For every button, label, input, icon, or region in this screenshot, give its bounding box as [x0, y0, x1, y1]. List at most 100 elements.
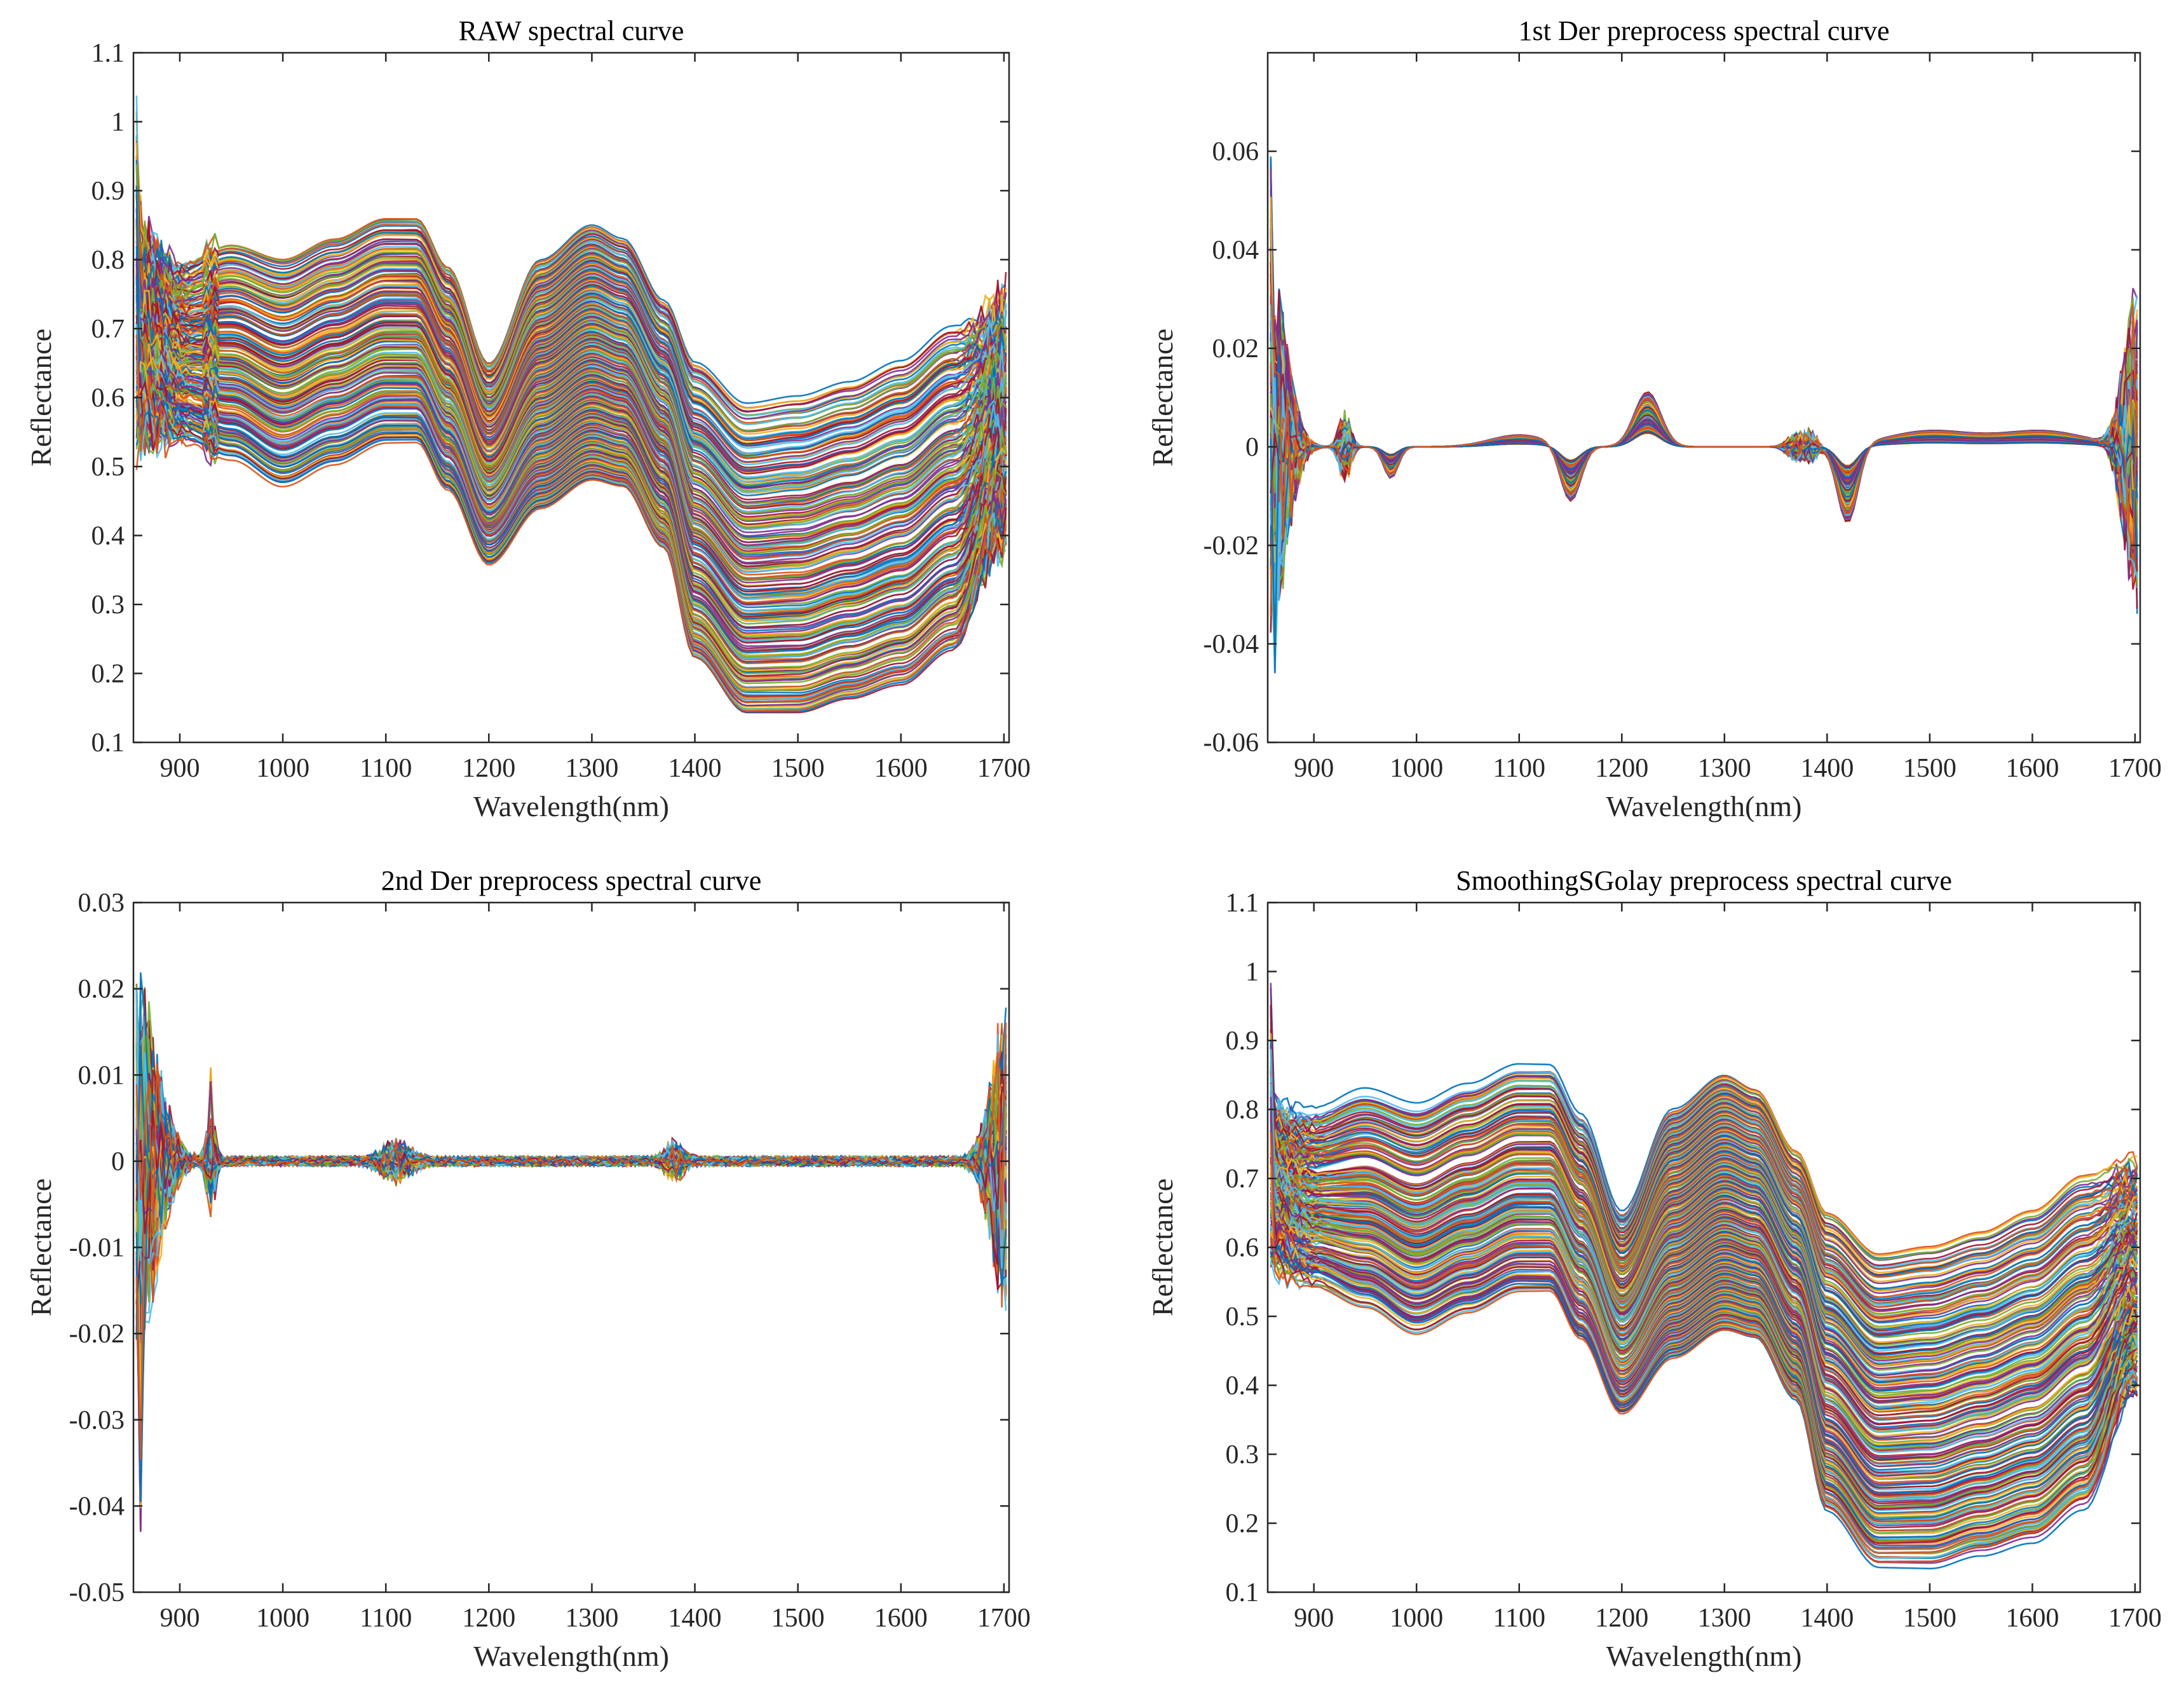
x-tick-label: 1500 [771, 1604, 825, 1633]
chart-panel-3: 900 1000 1100 1200 1300 1400 1500 1600 1700 -0.05… [25, 865, 1031, 1672]
x-tick-label: 1500 [1903, 754, 1957, 783]
x-tick-label: 1600 [874, 1604, 928, 1633]
x-tick-label: 1600 [2005, 1604, 2059, 1633]
x-tick-label: 1300 [1698, 754, 1751, 783]
y-tick-label: -0.06 [1204, 728, 1259, 758]
series-line-27 [135, 246, 1007, 449]
series-line-30 [135, 235, 1007, 454]
x-tick-label: 1300 [565, 1604, 618, 1633]
y-tick-label: 1 [111, 108, 125, 137]
y-tick-label: 0.9 [1226, 1027, 1259, 1056]
y-tick-label: 0.4 [1226, 1372, 1259, 1401]
x-tick-label: 900 [159, 1604, 200, 1633]
x-tick-label: 1200 [1595, 1604, 1648, 1633]
chart-title: 1st Der preprocess spectral curve [1519, 15, 1890, 46]
y-axis-label: Reflectance [25, 329, 57, 467]
series-line-240 [1270, 1131, 2138, 1564]
series-line-23 [136, 243, 1007, 442]
y-tick-label: 0.8 [92, 246, 125, 275]
series-line-17 [135, 120, 1007, 435]
y-tick-label: 0.2 [92, 660, 125, 689]
x-tick-label: 1000 [256, 1604, 309, 1633]
y-tick-label: 1 [1245, 958, 1259, 987]
y-tick-label: 0.1 [92, 728, 125, 758]
x-tick-label: 1700 [977, 1604, 1031, 1633]
chart-title: RAW spectral curve [459, 15, 684, 46]
series-line-1 [135, 137, 1007, 404]
x-tick-label: 1500 [771, 754, 825, 783]
x-tick-label: 1300 [565, 754, 618, 783]
y-tick-label: 0 [1245, 433, 1259, 462]
series-line-43 [1270, 1110, 2138, 1324]
series-line-240 [135, 334, 1007, 712]
series-line-13 [135, 233, 1007, 425]
y-tick-label: 0.04 [1212, 236, 1259, 265]
y-tick-label: 0.9 [92, 177, 125, 206]
series-line-34 [136, 253, 1007, 454]
x-tick-label: 1700 [977, 754, 1031, 783]
x-tick-label: 1600 [874, 754, 928, 783]
x-axis-label: Wavelength(nm) [473, 1640, 669, 1672]
x-tick-label: 1700 [2108, 754, 2162, 783]
chart-title: SmoothingSGolay preprocess spectral curv… [1456, 865, 1952, 896]
y-tick-label: -0.04 [1204, 630, 1259, 659]
x-tick-label: 1400 [668, 754, 722, 783]
y-tick-label: 0.7 [92, 315, 125, 344]
series-line-10 [136, 222, 1007, 420]
series-line-8 [135, 224, 1007, 420]
y-tick-label: -0.03 [69, 1406, 125, 1435]
x-tick-label: 1400 [668, 1604, 722, 1633]
series-line-9 [1270, 1021, 2138, 1271]
series-line-240 [135, 1022, 1007, 1230]
x-tick-label: 1700 [2108, 1604, 2162, 1633]
x-tick-label: 1100 [1493, 754, 1545, 783]
series-group [1270, 156, 2138, 674]
axes-box [1266, 51, 2141, 744]
y-tick-label: -0.04 [69, 1492, 125, 1521]
y-tick-label: 1.1 [1226, 889, 1259, 918]
x-tick-label: 1500 [1903, 1604, 1957, 1633]
y-tick-label: -0.02 [1204, 531, 1259, 561]
y-tick-label: 1.1 [92, 39, 125, 68]
y-tick-label: 0.1 [1226, 1578, 1259, 1607]
y-tick-label: 0.03 [78, 889, 125, 918]
y-tick-label: 0.01 [78, 1061, 125, 1090]
x-tick-label: 1400 [1800, 754, 1854, 783]
x-tick-label: 1400 [1800, 1604, 1854, 1633]
series-group [1270, 983, 2138, 1570]
chart-panel-4: 900 1000 1100 1200 1300 1400 1500 1600 1700 0.1 0.… [1146, 865, 2162, 1672]
y-tick-label: 0.8 [1226, 1096, 1259, 1125]
y-axis-label: Reflectance [1146, 1178, 1179, 1316]
y-tick-label: -0.05 [69, 1578, 125, 1607]
series-line-31 [135, 249, 1007, 456]
x-tick-label: 1200 [462, 754, 515, 783]
series-line-16 [1270, 1012, 2138, 1278]
series-line-14 [135, 163, 1007, 432]
y-tick-label: 0.06 [1212, 137, 1259, 167]
chart-panel-2: 900 1000 1100 1200 1300 1400 1500 1600 1700 -0.06… [1146, 15, 2162, 822]
y-tick-label: 0.3 [92, 590, 125, 620]
x-tick-label: 900 [1294, 1604, 1334, 1633]
y-axis-label: Reflectance [1146, 329, 1179, 467]
x-tick-label: 1200 [1595, 754, 1648, 783]
x-tick-label: 1300 [1698, 1604, 1751, 1633]
x-tick-label: 1000 [256, 754, 309, 783]
series-group [135, 95, 1007, 714]
y-tick-label: 0.5 [1226, 1302, 1259, 1332]
chart-panel-1: 900 1000 1100 1200 1300 1400 1500 1600 1700 0.1 0.… [25, 15, 1031, 822]
series-line-25 [135, 243, 1007, 447]
series-line-35 [135, 256, 1007, 460]
y-tick-label: 0.2 [1226, 1510, 1259, 1539]
series-line-50 [1270, 1120, 2138, 1330]
series-line-240 [1270, 283, 2138, 549]
x-tick-label: 1100 [360, 1604, 412, 1633]
x-tick-label: 1200 [462, 1604, 515, 1633]
y-tick-label: -0.02 [69, 1320, 125, 1349]
y-tick-label: -0.01 [69, 1234, 125, 1263]
y-tick-label: 0.02 [1212, 334, 1259, 364]
y-tick-label: 0.3 [1226, 1440, 1259, 1470]
x-tick-label: 1600 [2005, 754, 2059, 783]
series-line-4 [1270, 1072, 2138, 1261]
y-tick-label: 0.6 [1226, 1234, 1259, 1263]
